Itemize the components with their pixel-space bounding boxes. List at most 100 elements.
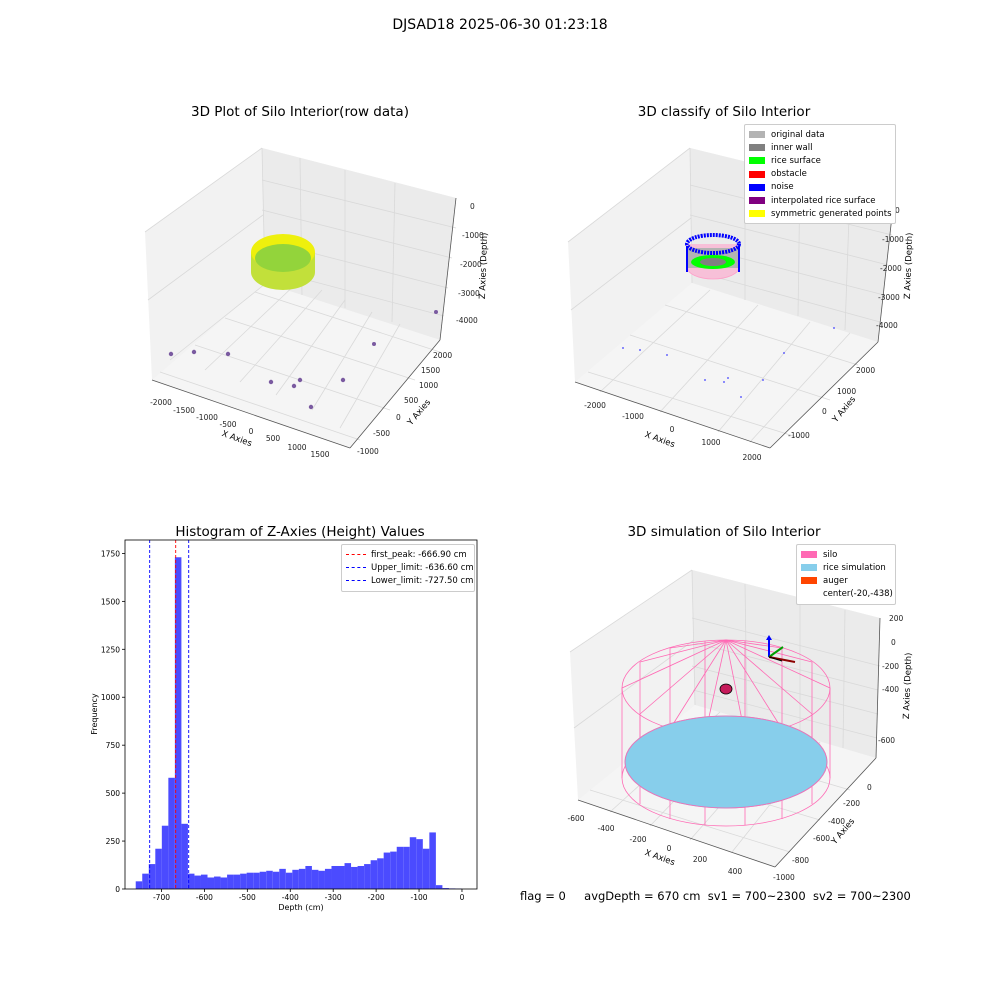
legend-line xyxy=(346,567,366,569)
plot2-3d-axes: -2000 -1000 0 1000 2000 -1000 0 1000 200… xyxy=(567,147,915,462)
plot1-point xyxy=(372,342,376,346)
histogram-bar xyxy=(416,839,423,889)
histogram-bar xyxy=(396,846,404,889)
flag-text: flag = 0 xyxy=(520,889,566,903)
histogram-bar xyxy=(338,865,345,889)
plot1-outliers xyxy=(168,310,438,410)
histogram-bar xyxy=(168,777,175,889)
legend-swatch xyxy=(801,551,817,559)
histogram-ytick-label: 0 xyxy=(115,885,120,894)
plot1-grid xyxy=(144,147,457,441)
plot2-xtick: -1000 xyxy=(622,412,644,421)
histogram-bar xyxy=(240,873,247,889)
histogram-bar xyxy=(409,837,417,889)
histogram-bar xyxy=(331,865,339,889)
plot3-title: Histogram of Z-Axies (Height) Values xyxy=(175,524,425,540)
legend-item: original data xyxy=(749,128,891,141)
histogram-bar xyxy=(161,825,169,889)
histogram-bar xyxy=(181,823,188,889)
plot4-rice-simulation xyxy=(624,715,828,809)
histogram-bar xyxy=(311,869,319,889)
plot4-ztick: -600 xyxy=(878,736,895,745)
histogram-ytick-label: 1500 xyxy=(101,597,120,606)
avg-depth-text: avgDepth = 670 cm xyxy=(584,889,701,903)
histogram-bar xyxy=(403,846,410,889)
legend-line xyxy=(346,580,366,582)
plot1-xtick: 1500 xyxy=(310,450,329,459)
legend-item: center(-20,-438) xyxy=(801,588,893,601)
histogram-bar xyxy=(344,863,352,889)
plot2-noise-points xyxy=(622,327,835,398)
legend-item: inner wall xyxy=(749,141,891,154)
plot4-ztick: 200 xyxy=(889,614,904,623)
plot1-rice-surface xyxy=(255,244,311,272)
plot2-ytick: 1000 xyxy=(837,387,856,396)
plot2-ztick: -2000 xyxy=(880,264,902,273)
histogram-xtick-label: 0 xyxy=(460,893,465,902)
plot1-3d-axes: -2000 -1500 -1000 -500 0 500 1000 1500 -… xyxy=(144,147,490,459)
plot1-ztick: -3000 xyxy=(458,289,480,298)
histogram-bar xyxy=(272,871,280,889)
plot4-xtick: -200 xyxy=(629,835,646,844)
histogram-xtick-label: -500 xyxy=(239,893,256,902)
plot1-point xyxy=(168,351,174,357)
plot4-title: 3D simulation of Silo Interior xyxy=(627,524,821,540)
plot1-point xyxy=(225,351,231,357)
legend-item: Lower_limit: -727.50 cm xyxy=(346,574,473,587)
histogram-reference-lines xyxy=(149,540,190,889)
plot4-ytick: -1000 xyxy=(773,873,795,882)
histogram-bar xyxy=(253,872,260,889)
plot1-xtick: -1500 xyxy=(173,406,195,415)
histogram-ytick-label: 1000 xyxy=(101,693,120,702)
plot4-legend: silo rice simulation auger center(-20,-4… xyxy=(796,544,896,605)
histogram-bar xyxy=(233,874,241,889)
legend-swatch xyxy=(749,131,765,139)
plot1-point xyxy=(297,377,303,383)
histogram-xtick-label: -200 xyxy=(368,893,385,902)
sv2-text: sv2 = 700~2300 xyxy=(812,889,911,903)
histogram-xlabel: Depth (cm) xyxy=(278,903,323,912)
plot4-ytick: 0 xyxy=(867,783,872,792)
plot1-ytick: -1000 xyxy=(357,447,379,456)
plot2-xtick: 1000 xyxy=(701,438,720,447)
plot2-ztick: -3000 xyxy=(878,293,900,302)
histogram-bar xyxy=(200,874,208,889)
legend-swatch xyxy=(801,564,817,572)
plot2-ytick: 2000 xyxy=(856,366,875,375)
histogram-bar xyxy=(370,860,378,889)
histogram-xtick-label: -300 xyxy=(325,893,342,902)
plot4-xtick: -400 xyxy=(597,824,614,833)
plot1-xtick: 1000 xyxy=(287,443,306,452)
histogram-bar xyxy=(305,865,312,889)
plot2-ztick: -1000 xyxy=(882,235,904,244)
plot4-ztick: -400 xyxy=(882,685,899,694)
legend-item: auger xyxy=(801,574,891,587)
histogram-ylabel: Frequency xyxy=(90,693,99,735)
histogram-ytick-label: 1750 xyxy=(101,549,120,558)
histogram-bar xyxy=(207,877,215,889)
histogram-bar xyxy=(246,872,254,889)
plot4-ztick: -200 xyxy=(882,662,899,671)
plot4-rice-edge xyxy=(624,715,828,809)
legend-item: interpolated rice surface xyxy=(749,194,891,207)
plot4-ztick: 0 xyxy=(891,638,896,647)
plot1-ztick: 0 xyxy=(470,202,475,211)
histogram-ytick-label: 250 xyxy=(106,837,121,846)
histogram-ytick-label: 500 xyxy=(106,789,121,798)
plot1-ytick: 500 xyxy=(404,396,419,405)
histogram-bar xyxy=(194,875,201,889)
histogram-bar xyxy=(227,874,234,889)
histogram-bar xyxy=(364,864,371,889)
plot1-xtick: -2000 xyxy=(150,398,172,407)
plot1-zlabel: Z Axies (Depth) xyxy=(478,232,490,299)
plot1-point xyxy=(340,377,346,383)
histogram-bar xyxy=(442,888,449,889)
plot4-ytick: -600 xyxy=(813,834,830,843)
histogram-bar xyxy=(292,869,299,889)
plot1-xtick: -500 xyxy=(219,420,236,429)
histogram-bar xyxy=(187,873,195,889)
plot1-ytick: 2000 xyxy=(433,351,452,360)
plot1-ytick: 0 xyxy=(396,413,401,422)
plot4-ytick: -200 xyxy=(843,799,860,808)
plot2-floor-pane xyxy=(575,283,878,448)
